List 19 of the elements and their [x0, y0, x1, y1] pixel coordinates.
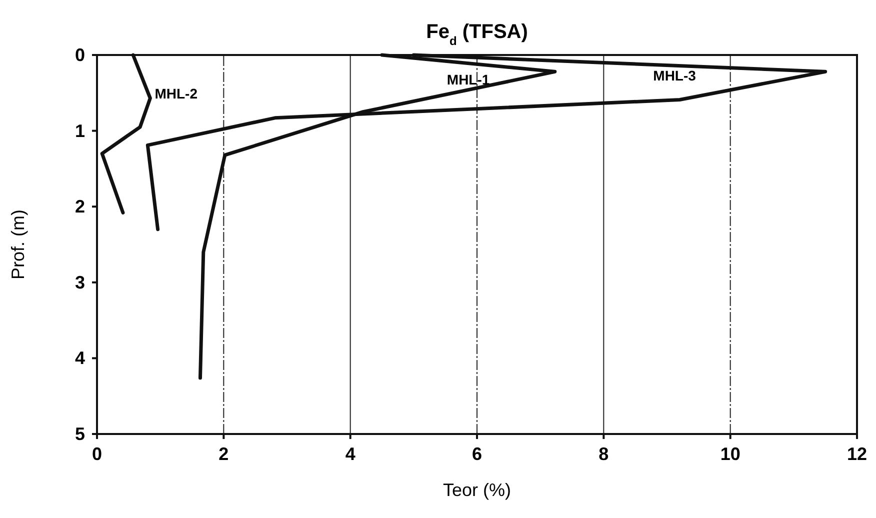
x-tick-label: 0: [92, 444, 102, 464]
x-axis-title: Teor (%): [442, 480, 512, 500]
series-label: MHL-3: [653, 67, 696, 84]
y-tick-label: 2: [74, 196, 85, 217]
chart-title: Fe$_{d}$ (TFSA): [426, 21, 528, 48]
y-tick-label: 3: [74, 272, 85, 292]
x-tick-label: 2: [218, 444, 229, 464]
x-tick-label: 8: [598, 444, 609, 464]
series-label: MHL-1: [446, 72, 490, 88]
y-axis-title: Prof. (m): [8, 210, 28, 280]
series-label: MHL-2: [154, 85, 198, 102]
y-tick-label: 1: [74, 120, 85, 141]
x-tick-label: 4: [345, 444, 356, 464]
y-tick-label: 4: [74, 348, 85, 368]
x-tick-label: 6: [472, 444, 482, 464]
x-tick-label: 12: [846, 444, 868, 464]
y-tick-label: 0: [74, 45, 85, 65]
x-tick-label: 10: [720, 444, 740, 464]
y-tick-label: 5: [74, 424, 85, 444]
